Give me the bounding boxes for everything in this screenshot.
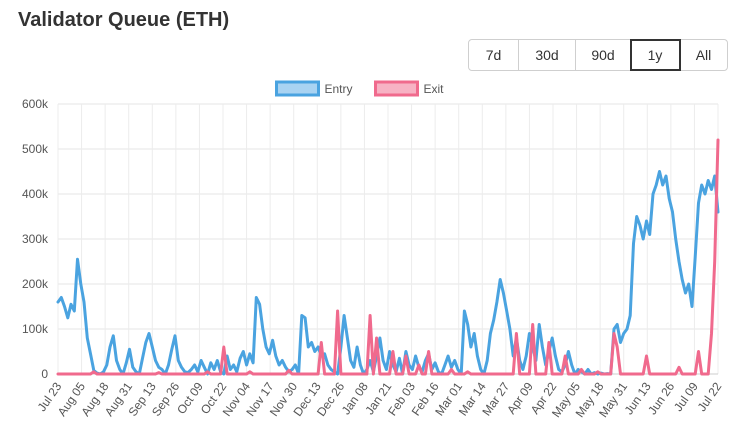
y-tick-label: 200k [22, 277, 49, 291]
y-axis: 0 100k 200k 300k 400k 500k 600k [22, 97, 49, 381]
series-line-exit [56, 138, 720, 376]
y-tick-label: 300k [22, 232, 49, 246]
legend-swatch-entry[interactable] [275, 80, 320, 97]
legend-label-exit[interactable]: Exit [424, 82, 445, 96]
x-tick-label: Jun 26 [645, 379, 677, 417]
y-tick-label: 100k [22, 322, 49, 336]
legend-swatch-exit[interactable] [374, 80, 419, 97]
range-1y-button[interactable]: 1y [630, 39, 681, 71]
range-7d-button[interactable]: 7d [469, 40, 519, 70]
chart-legend: Entry Exit [275, 80, 445, 97]
time-range-selector: 7d 30d 90d 1y All [468, 39, 728, 71]
chart-series [56, 138, 720, 376]
chart-grid [57, 103, 719, 375]
range-30d-button[interactable]: 30d [519, 40, 576, 70]
page-title: Validator Queue (ETH) [18, 9, 230, 31]
y-tick-label: 0 [41, 367, 48, 381]
x-tick-label: Jul 09 [671, 379, 701, 414]
y-tick-label: 600k [22, 97, 49, 111]
y-tick-label: 500k [22, 142, 49, 156]
y-tick-label: 400k [22, 187, 49, 201]
x-tick-label: Jul 22 [695, 379, 725, 414]
range-90d-button[interactable]: 90d [576, 40, 631, 70]
range-all-button[interactable]: All [680, 40, 727, 70]
legend-label-entry[interactable]: Entry [325, 82, 353, 96]
